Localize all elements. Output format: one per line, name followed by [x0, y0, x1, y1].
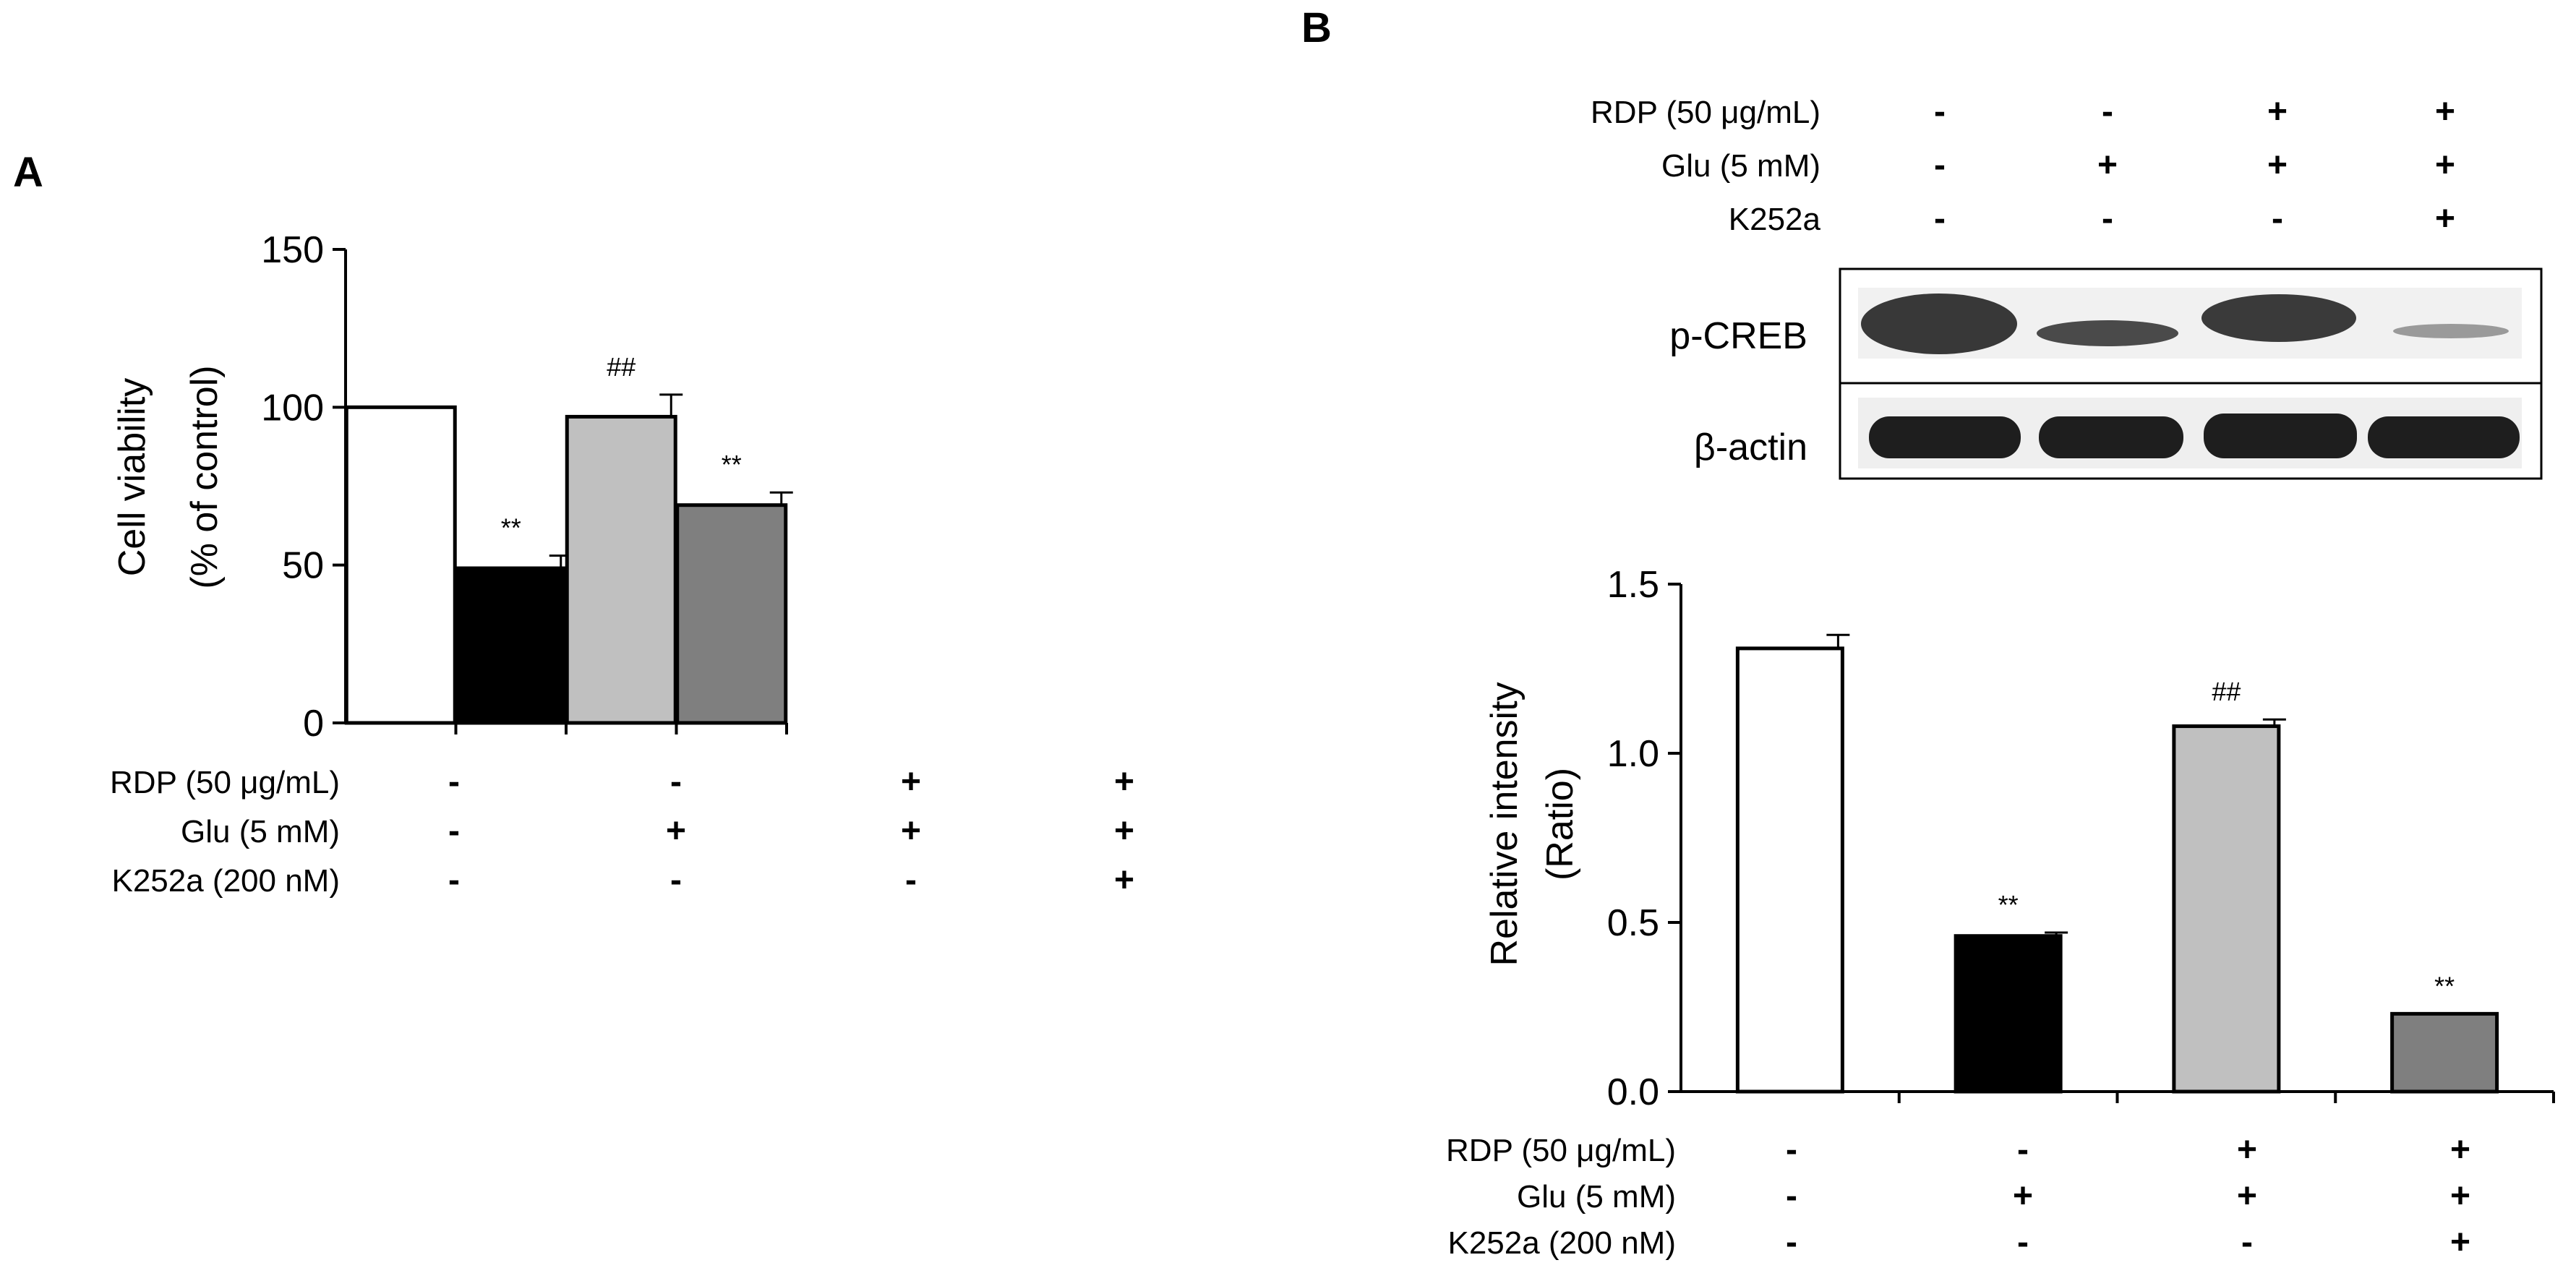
condition-sign: -: [2102, 200, 2113, 238]
y-tick-label: 150: [261, 229, 324, 271]
panel-b-ylabel-line2: (Ratio): [1539, 768, 1581, 881]
significance-label: ##: [2212, 677, 2241, 706]
condition-sign: +: [2013, 1177, 2033, 1215]
p-creb-band-1: [1861, 294, 2017, 354]
beta-actin-band-2: [2039, 416, 2183, 458]
condition-sign: +: [901, 763, 921, 801]
condition-sign: -: [2102, 93, 2113, 131]
y-tick-label: 0.5: [1607, 902, 1659, 944]
condition-label: K252a (200 nM): [1447, 1225, 1676, 1261]
condition-label: Glu (5 mM): [181, 814, 340, 849]
condition-sign: +: [901, 812, 921, 850]
bar: [2390, 1011, 2499, 1094]
condition-sign: +: [2267, 146, 2288, 184]
condition-sign: +: [2267, 93, 2288, 131]
western-blot: p-CREB β-actin: [1669, 267, 2543, 480]
condition-sign: -: [2272, 200, 2283, 238]
y-tick-label: 1.5: [1607, 564, 1659, 606]
condition-sign: +: [1114, 812, 1134, 850]
p-creb-band-3: [2201, 294, 2356, 342]
bar: [2172, 724, 2281, 1094]
blot-label-beta-actin: β-actin: [1694, 427, 1807, 468]
significance-label: **: [722, 450, 742, 479]
bar: [1735, 646, 1844, 1094]
condition-label: Glu (5 mM): [1661, 148, 1820, 184]
condition-sign: +: [666, 812, 686, 850]
bar: [1954, 934, 2063, 1094]
panel-a-conditions: RDP (50 μg/mL) - - + + Glu (5 mM) - + + + K252a (2…: [110, 763, 1134, 899]
p-creb-band-4: [2393, 324, 2509, 338]
condition-sign: -: [670, 763, 682, 801]
condition-label: Glu (5 mM): [1517, 1179, 1676, 1214]
condition-sign: -: [1934, 146, 1946, 184]
y-tick-label: 0.0: [1607, 1071, 1659, 1113]
condition-sign: -: [2241, 1223, 2253, 1261]
bar: [565, 414, 677, 725]
condition-sign: +: [2435, 146, 2455, 184]
condition-label: RDP (50 μg/mL): [1591, 95, 1820, 130]
condition-sign: -: [2017, 1131, 2029, 1169]
condition-label: RDP (50 μg/mL): [110, 765, 340, 800]
condition-sign: -: [1934, 93, 1946, 131]
condition-sign: +: [2450, 1177, 2470, 1215]
p-creb-band-2: [2037, 320, 2178, 346]
panel-a-ylabel-line2: (% of control): [184, 365, 226, 588]
condition-sign: -: [1786, 1177, 1797, 1215]
condition-sign: +: [2097, 146, 2118, 184]
beta-actin-band-1: [1869, 416, 2021, 458]
bar: [675, 503, 788, 725]
significance-label: ##: [607, 352, 636, 382]
condition-sign: -: [905, 861, 917, 899]
significance-label: **: [501, 513, 521, 543]
y-tick-label: 50: [282, 545, 324, 587]
condition-sign: +: [2237, 1131, 2257, 1169]
condition-label: RDP (50 μg/mL): [1446, 1133, 1676, 1168]
y-tick-label: 100: [261, 387, 324, 429]
bar: [344, 405, 457, 725]
panel-b-conditions: RDP (50 μg/mL) - - + + Glu (5 mM) - + + + K252a (2…: [1446, 1131, 2470, 1261]
condition-sign: -: [1786, 1223, 1797, 1261]
beta-actin-band-3: [2204, 414, 2357, 458]
condition-label: K252a: [1729, 202, 1821, 237]
condition-sign: -: [448, 763, 460, 801]
panel-b-blot-conditions: RDP (50 μg/mL) - - + + Glu (5 mM) - + + + K252a - - -…: [1591, 93, 2455, 238]
condition-sign: -: [1786, 1131, 1797, 1169]
beta-actin-band-4: [2368, 416, 2520, 458]
blot-label-p-creb: p-CREB: [1669, 315, 1807, 357]
condition-sign: -: [448, 861, 460, 899]
condition-sign: -: [2017, 1223, 2029, 1261]
condition-sign: +: [2237, 1177, 2257, 1215]
panel-b-ylabel-line1: Relative intensity: [1484, 682, 1526, 966]
condition-sign: -: [448, 812, 460, 850]
panel-a-ylabel-line1: Cell viability: [111, 378, 153, 577]
panel-a-letter: A: [13, 149, 43, 196]
bar: [455, 566, 568, 725]
condition-sign: +: [2435, 200, 2455, 238]
panel-b-letter: B: [1301, 4, 1332, 51]
condition-label: K252a (200 nM): [111, 863, 340, 899]
panel-b-chart: Relative intensity (Ratio) 0.0 0.5 1.0 1.5 *…: [1484, 564, 2555, 1113]
significance-label: **: [2434, 971, 2455, 1001]
condition-sign: -: [670, 861, 682, 899]
y-tick-label: 1.0: [1607, 733, 1659, 775]
condition-sign: -: [1934, 200, 1946, 238]
condition-sign: +: [1114, 763, 1134, 801]
y-tick-label: 0: [303, 703, 324, 745]
panel-a-chart: Cell viability (% of control) 0 50 100 150 *…: [111, 229, 793, 745]
condition-sign: +: [2435, 93, 2455, 131]
significance-label: **: [1998, 890, 2019, 920]
condition-sign: +: [2450, 1131, 2470, 1169]
condition-sign: +: [1114, 861, 1134, 899]
condition-sign: +: [2450, 1223, 2470, 1261]
